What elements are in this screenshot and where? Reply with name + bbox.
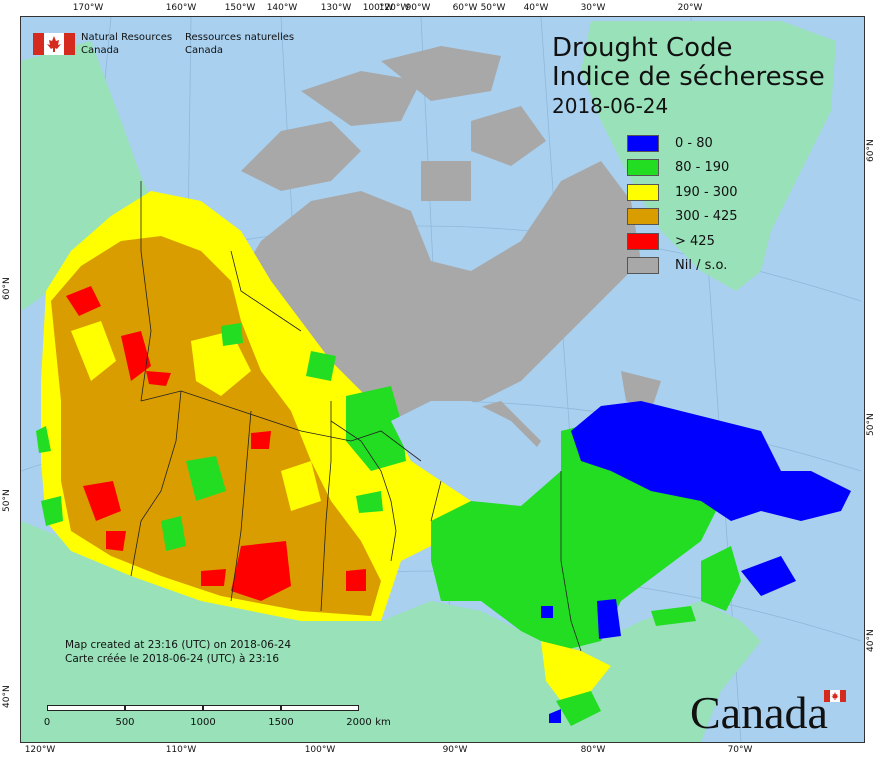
legend-label: > 425 bbox=[675, 234, 715, 249]
lon-tick-top: 20°W bbox=[677, 3, 703, 13]
wordmark-text: Canada bbox=[690, 687, 828, 738]
legend-label: 190 - 300 bbox=[675, 185, 738, 200]
lat-tick-left: 40°N bbox=[2, 685, 12, 708]
dc-blue-patches bbox=[541, 556, 796, 723]
lon-tick-bottom: 70°W bbox=[727, 745, 753, 755]
lat-tick-right: 60°N bbox=[866, 139, 876, 162]
scale-label: 0 bbox=[43, 717, 51, 728]
scale-label: 1500 bbox=[268, 717, 294, 728]
lon-tick-bottom: 90°W bbox=[442, 745, 468, 755]
lat-tick-left: 60°N bbox=[2, 277, 12, 300]
canada-flag-icon bbox=[33, 33, 75, 55]
lon-tick-top: 160°W bbox=[165, 3, 197, 13]
lat-tick-right: 50°N bbox=[866, 413, 876, 436]
hudson-bay bbox=[391, 401, 561, 501]
dc-green-west bbox=[36, 323, 406, 551]
legend-swatch bbox=[627, 184, 659, 201]
dc-yellow-patch-3 bbox=[281, 461, 321, 511]
lon-tick-bottom: 110°W bbox=[165, 745, 197, 755]
lon-tick-top: 60°W bbox=[452, 3, 478, 13]
legend-label: 80 - 190 bbox=[675, 160, 730, 175]
dc-green-maritimes bbox=[651, 546, 741, 626]
legend-swatch bbox=[627, 135, 659, 152]
lon-tick-top: 100°W bbox=[362, 3, 394, 13]
canada-wordmark: Canada bbox=[690, 690, 860, 740]
dc-yellow-patch-2 bbox=[191, 331, 251, 396]
lon-tick-top: 140°W bbox=[266, 3, 298, 13]
credit-en: Map created at 23:16 (UTC) on 2018-06-24 bbox=[65, 639, 292, 651]
lon-tick-top: 90°W bbox=[405, 3, 431, 13]
credit-fr: Carte créée le 2018-06-24 (UTC) à 23:16 bbox=[65, 653, 280, 665]
dc-red-areas bbox=[66, 286, 366, 601]
scale-label: 1000 bbox=[190, 717, 216, 728]
provincial-borders bbox=[130, 181, 582, 652]
greenland-landmass bbox=[581, 21, 836, 291]
legend-label: 0 - 80 bbox=[675, 136, 713, 151]
map-frame[interactable] bbox=[20, 16, 865, 743]
lon-tick-top: 30°W bbox=[580, 3, 606, 13]
dc-yellow-ontario bbox=[541, 641, 611, 701]
legend-item: 190 - 300 bbox=[627, 184, 827, 202]
org-line: Ressources naturelles bbox=[185, 32, 295, 43]
lon-tick-bottom: 80°W bbox=[580, 745, 606, 755]
legend-item: Nil / s.o. bbox=[627, 257, 827, 275]
scale-bar: 0 500 1000 1500 2000 km bbox=[43, 705, 391, 731]
lon-tick-bottom: 120°W bbox=[24, 745, 56, 755]
legend-label: Nil / s.o. bbox=[675, 258, 728, 273]
dc-orange-west bbox=[51, 236, 381, 616]
org-line: Natural Resources bbox=[81, 32, 173, 43]
scale-segment bbox=[125, 705, 203, 711]
org-line: Canada bbox=[81, 45, 120, 56]
legend-swatch bbox=[627, 159, 659, 176]
scale-segment bbox=[47, 705, 125, 711]
legend-swatch bbox=[627, 233, 659, 250]
org-name-en: Natural Resources Canada bbox=[81, 31, 172, 57]
canada-flag-icon bbox=[824, 690, 846, 702]
lon-tick-top: 40°W bbox=[523, 3, 549, 13]
map-date: 2018-06-24 bbox=[552, 94, 669, 118]
legend-swatch bbox=[627, 208, 659, 225]
legend-item: 80 - 190 bbox=[627, 159, 827, 177]
legend-item: > 425 bbox=[627, 233, 827, 251]
org-name-fr: Ressources naturelles Canada bbox=[185, 31, 294, 57]
lat-tick-left: 50°N bbox=[2, 489, 12, 512]
map-credit: Map created at 23:16 (UTC) on 2018-06-24… bbox=[65, 638, 291, 666]
scale-label: 2000 bbox=[346, 717, 372, 728]
legend-item: 0 - 80 bbox=[627, 135, 827, 153]
lon-tick-bottom: 100°W bbox=[304, 745, 336, 755]
legend-swatch bbox=[627, 257, 659, 274]
scale-label: 500 bbox=[115, 717, 135, 728]
dc-green-ontario-south bbox=[556, 691, 601, 726]
nrcan-signature: Natural Resources Canada Ressources natu… bbox=[33, 31, 333, 61]
lon-tick-top: 170°W bbox=[72, 3, 104, 13]
legend-item: 300 - 425 bbox=[627, 208, 827, 226]
dc-yellow-patch-1 bbox=[71, 321, 116, 381]
legend-label: 300 - 425 bbox=[675, 209, 738, 224]
title-en: Drought Code bbox=[552, 33, 733, 63]
scale-unit: km bbox=[375, 717, 391, 728]
drought-map[interactable] bbox=[21, 17, 864, 742]
dc-blue-east bbox=[571, 401, 851, 521]
title-fr: Indice de sécheresse bbox=[552, 62, 825, 92]
scale-segment bbox=[203, 705, 281, 711]
lon-tick-top: 50°W bbox=[480, 3, 506, 13]
map-title: Drought Code Indice de sécheresse 2018-0… bbox=[552, 34, 825, 121]
lat-tick-right: 40°N bbox=[866, 629, 876, 652]
lon-tick-top: 150°W bbox=[224, 3, 256, 13]
alaska-landmass bbox=[21, 41, 151, 311]
org-line: Canada bbox=[185, 45, 224, 56]
scale-segment bbox=[281, 705, 359, 711]
lon-tick-top: 120°W bbox=[378, 3, 410, 13]
lon-tick-top: 130°W bbox=[320, 3, 352, 13]
